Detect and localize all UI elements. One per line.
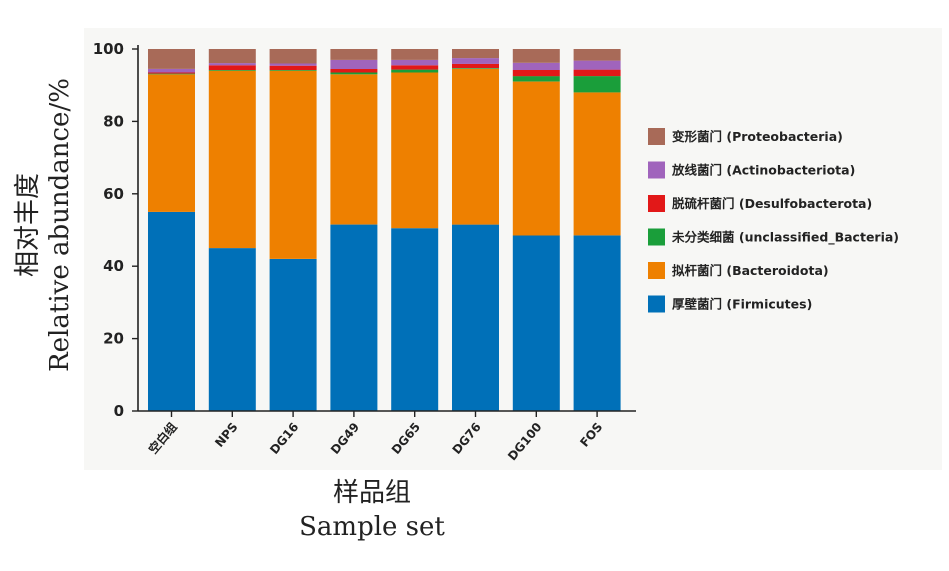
bar-segment-7-6 bbox=[512, 49, 560, 63]
x-axis-label: 样品组 Sample set bbox=[272, 476, 472, 544]
bar-segment-6-3 bbox=[452, 68, 499, 69]
legend-label: 放线菌门 (Actinobacteriota) bbox=[671, 163, 855, 178]
bar-segment-2-1 bbox=[208, 248, 256, 411]
y-tick-label: 40 bbox=[103, 257, 124, 275]
bar-segment-5-1 bbox=[391, 228, 439, 411]
bar-segment-3-4 bbox=[269, 65, 317, 70]
bar-segment-4-4 bbox=[330, 68, 378, 73]
bar-segment-5-6 bbox=[391, 49, 439, 60]
bar-segment-3-5 bbox=[269, 63, 317, 66]
x-tick-label: NPS bbox=[212, 420, 240, 450]
bar-segment-1-1 bbox=[148, 211, 195, 411]
bar-segment-8-2 bbox=[573, 92, 621, 236]
y-axis-label-en: Relative abundance/% bbox=[45, 78, 75, 372]
bar-segment-6-2 bbox=[452, 68, 499, 225]
x-tick-label: DG16 bbox=[267, 420, 301, 457]
x-tick-label: DG100 bbox=[505, 420, 545, 463]
bar-segment-7-4 bbox=[512, 70, 560, 77]
legend-swatch bbox=[648, 128, 665, 145]
bar-segment-6-5 bbox=[452, 58, 499, 64]
bar-segment-3-1 bbox=[269, 259, 317, 411]
bar-segment-5-4 bbox=[391, 65, 439, 70]
legend-swatch bbox=[648, 295, 665, 313]
bar-segment-7-1 bbox=[512, 235, 560, 411]
legend-swatch bbox=[648, 195, 665, 212]
y-axis-label-cn: 相对丰度 bbox=[13, 172, 43, 278]
bar-segment-8-5 bbox=[573, 60, 621, 70]
x-tick-label: 空白组 bbox=[145, 419, 180, 456]
bar-segment-4-2 bbox=[330, 74, 378, 225]
bar-segment-5-3 bbox=[391, 69, 439, 73]
bar-segment-8-3 bbox=[573, 76, 621, 93]
x-axis-label-cn: 样品组 bbox=[332, 478, 411, 508]
bar-segment-1-4 bbox=[148, 72, 195, 74]
bar-segment-2-6 bbox=[208, 49, 256, 64]
bar-segment-6-6 bbox=[452, 49, 499, 59]
legend-label: 厚壁菌门 (Firmicutes) bbox=[672, 297, 812, 312]
y-tick-label: 60 bbox=[103, 185, 124, 203]
x-tick-label: DG65 bbox=[389, 420, 423, 457]
bar-segment-6-1 bbox=[452, 224, 499, 411]
legend-swatch bbox=[648, 161, 665, 179]
bar-segment-3-6 bbox=[269, 49, 317, 64]
bar-segment-6-4 bbox=[452, 63, 499, 69]
y-tick-label: 100 bbox=[93, 40, 124, 58]
bar-segment-1-5 bbox=[148, 68, 195, 73]
bar-segment-7-2 bbox=[512, 81, 560, 236]
bar-segment-2-2 bbox=[208, 70, 256, 249]
legend-swatch bbox=[648, 228, 665, 246]
bar-segment-1-3 bbox=[148, 73, 195, 75]
bar-segment-2-5 bbox=[208, 63, 256, 66]
bar-segment-8-6 bbox=[573, 49, 621, 61]
bar-segment-5-2 bbox=[391, 72, 439, 229]
bar-segment-4-3 bbox=[330, 72, 378, 75]
bar-segment-4-6 bbox=[330, 49, 378, 60]
bar-segment-1-2 bbox=[148, 74, 195, 212]
y-tick-label: 20 bbox=[103, 330, 124, 348]
legend-label: 未分类细菌 (unclassified_Bacteria) bbox=[671, 230, 899, 246]
bar-segment-3-2 bbox=[269, 70, 317, 259]
bar-segment-5-5 bbox=[391, 59, 439, 66]
bar-segment-8-4 bbox=[573, 69, 621, 77]
bar-segment-3-3 bbox=[269, 70, 317, 71]
legend-label: 变形菌门 (Proteobacteria) bbox=[672, 129, 843, 144]
bar-segment-7-5 bbox=[512, 62, 560, 70]
bar-segment-4-1 bbox=[330, 224, 378, 411]
bar-segment-7-3 bbox=[512, 76, 560, 82]
bar-segment-4-5 bbox=[330, 59, 378, 69]
y-tick-label: 80 bbox=[103, 112, 124, 130]
bar-segment-8-1 bbox=[573, 235, 621, 411]
legend-label: 拟杆菌门 (Bacteroidota) bbox=[672, 263, 829, 278]
bar-segment-2-4 bbox=[208, 65, 256, 70]
x-tick-label: DG49 bbox=[328, 420, 362, 457]
y-tick-label: 0 bbox=[114, 402, 124, 420]
bar-segment-2-3 bbox=[208, 70, 256, 71]
legend: 变形菌门 (Proteobacteria) 放线菌门 (Actinobacteri… bbox=[648, 128, 899, 313]
bars-group bbox=[148, 49, 621, 411]
bar-segment-1-6 bbox=[148, 49, 195, 69]
x-axis-label-en: Sample set bbox=[299, 512, 445, 542]
legend-swatch bbox=[648, 262, 665, 279]
legend-label: 脱硫杆菌门 (Desulfobacterota) bbox=[672, 196, 872, 211]
x-tick-label: DG76 bbox=[450, 420, 484, 457]
x-tick-label: FOS bbox=[577, 420, 605, 450]
